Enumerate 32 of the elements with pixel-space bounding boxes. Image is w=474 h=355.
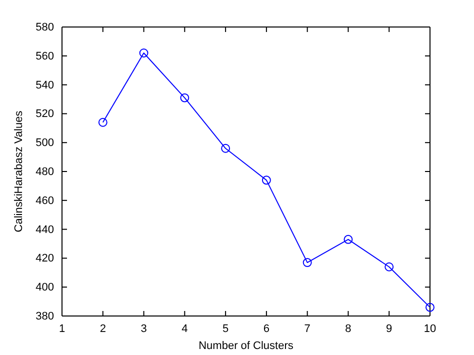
point	[344, 234, 353, 244]
x-tick-label: 10	[424, 322, 436, 335]
y-axis-title: CalinskiHarabasz Values	[13, 110, 25, 232]
y-tick-label: 400	[36, 282, 54, 294]
y-tick-label: 520	[36, 108, 54, 120]
x-tick-label: 7	[304, 322, 310, 335]
x-tick-label: 5	[222, 322, 229, 335]
y-tick-label: 440	[36, 224, 54, 236]
point	[426, 302, 434, 312]
x-axis-title: Number of Clusters	[198, 340, 294, 352]
point	[139, 48, 148, 58]
y-tick-label: 480	[36, 166, 54, 178]
point	[302, 258, 312, 268]
point	[262, 176, 271, 185]
y-tick-label: 420	[36, 252, 54, 265]
x-tick-label: 3	[140, 322, 147, 335]
x-tick-label: 1	[58, 322, 66, 335]
point	[221, 144, 230, 153]
x-tick-label: 8	[345, 322, 352, 335]
y-tick-label: 380	[36, 310, 54, 323]
y-tick-label: 580	[36, 22, 54, 34]
y-tick-label: 500	[36, 137, 54, 150]
y-tick-label: 560	[36, 50, 54, 62]
x-tick-label: 4	[182, 322, 188, 335]
point	[384, 262, 394, 272]
y-tick-label: 540	[36, 79, 54, 92]
x-tick-label: 9	[386, 322, 392, 335]
x-tick-label: 2	[100, 322, 106, 335]
point	[98, 118, 108, 127]
point	[180, 93, 190, 102]
x-tick-label: 6	[263, 322, 270, 335]
y-tick-label: 460	[36, 194, 54, 207]
